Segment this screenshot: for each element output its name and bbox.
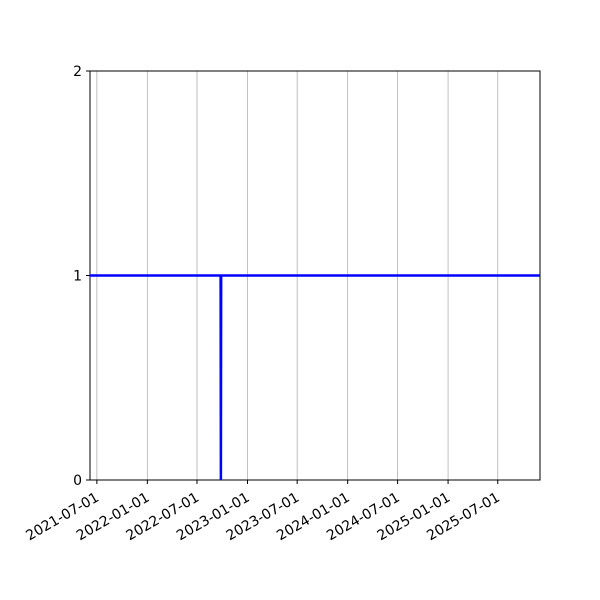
y-tick-label: 2 <box>73 64 82 80</box>
y-tick-label: 0 <box>73 473 82 489</box>
data-line <box>90 274 540 481</box>
y-tick-label: 1 <box>73 269 82 285</box>
